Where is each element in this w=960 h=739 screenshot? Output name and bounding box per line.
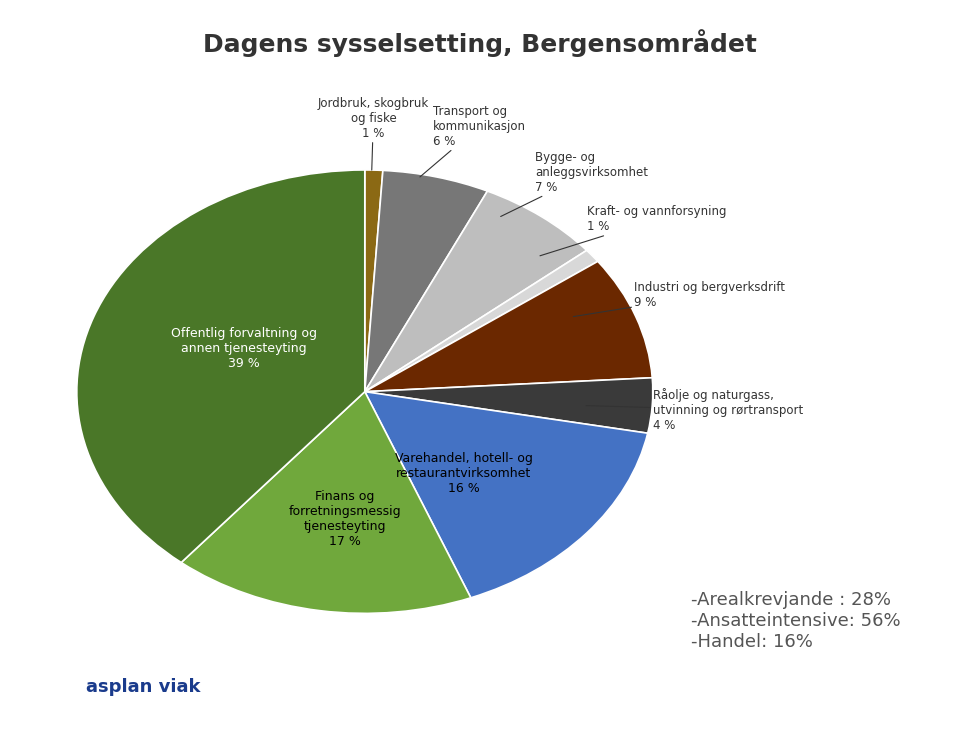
Wedge shape [365,191,587,392]
Text: Bygge- og
anleggsvirksomhet
7 %: Bygge- og anleggsvirksomhet 7 % [501,151,648,217]
Wedge shape [365,171,488,392]
Text: Offentlig forvaltning og
annen tjenesteyting
39 %: Offentlig forvaltning og annen tjenestey… [171,327,317,370]
Text: Transport og
kommunikasjon
6 %: Transport og kommunikasjon 6 % [420,105,526,177]
Text: asplan viak: asplan viak [86,678,201,696]
Wedge shape [365,251,598,392]
Text: Jordbruk, skogbruk
og fiske
1 %: Jordbruk, skogbruk og fiske 1 % [318,97,429,170]
Text: Finans og
forretningsmessig
tjenesteyting
17 %: Finans og forretningsmessig tjenesteytin… [288,490,401,548]
Text: Dagens sysselsetting, Bergensområdet: Dagens sysselsetting, Bergensområdet [204,30,756,58]
Wedge shape [365,378,653,433]
Wedge shape [365,170,383,392]
Text: Varehandel, hotell- og
restaurantvirksomhet
16 %: Varehandel, hotell- og restaurantvirksom… [395,452,533,495]
Wedge shape [365,392,648,598]
Text: Råolje og naturgass,
utvinning og rørtransport
4 %: Råolje og naturgass, utvinning og rørtra… [586,388,804,432]
Wedge shape [77,170,365,562]
Text: Kraft- og vannforsyning
1 %: Kraft- og vannforsyning 1 % [540,205,727,256]
Wedge shape [365,262,652,392]
Text: -Arealkrevjande : 28%
-Ansatteintensive: 56%
-Handel: 16%: -Arealkrevjande : 28% -Ansatteintensive:… [691,591,900,651]
Wedge shape [181,392,470,613]
Text: Industri og bergverksdrift
9 %: Industri og bergverksdrift 9 % [573,281,785,316]
